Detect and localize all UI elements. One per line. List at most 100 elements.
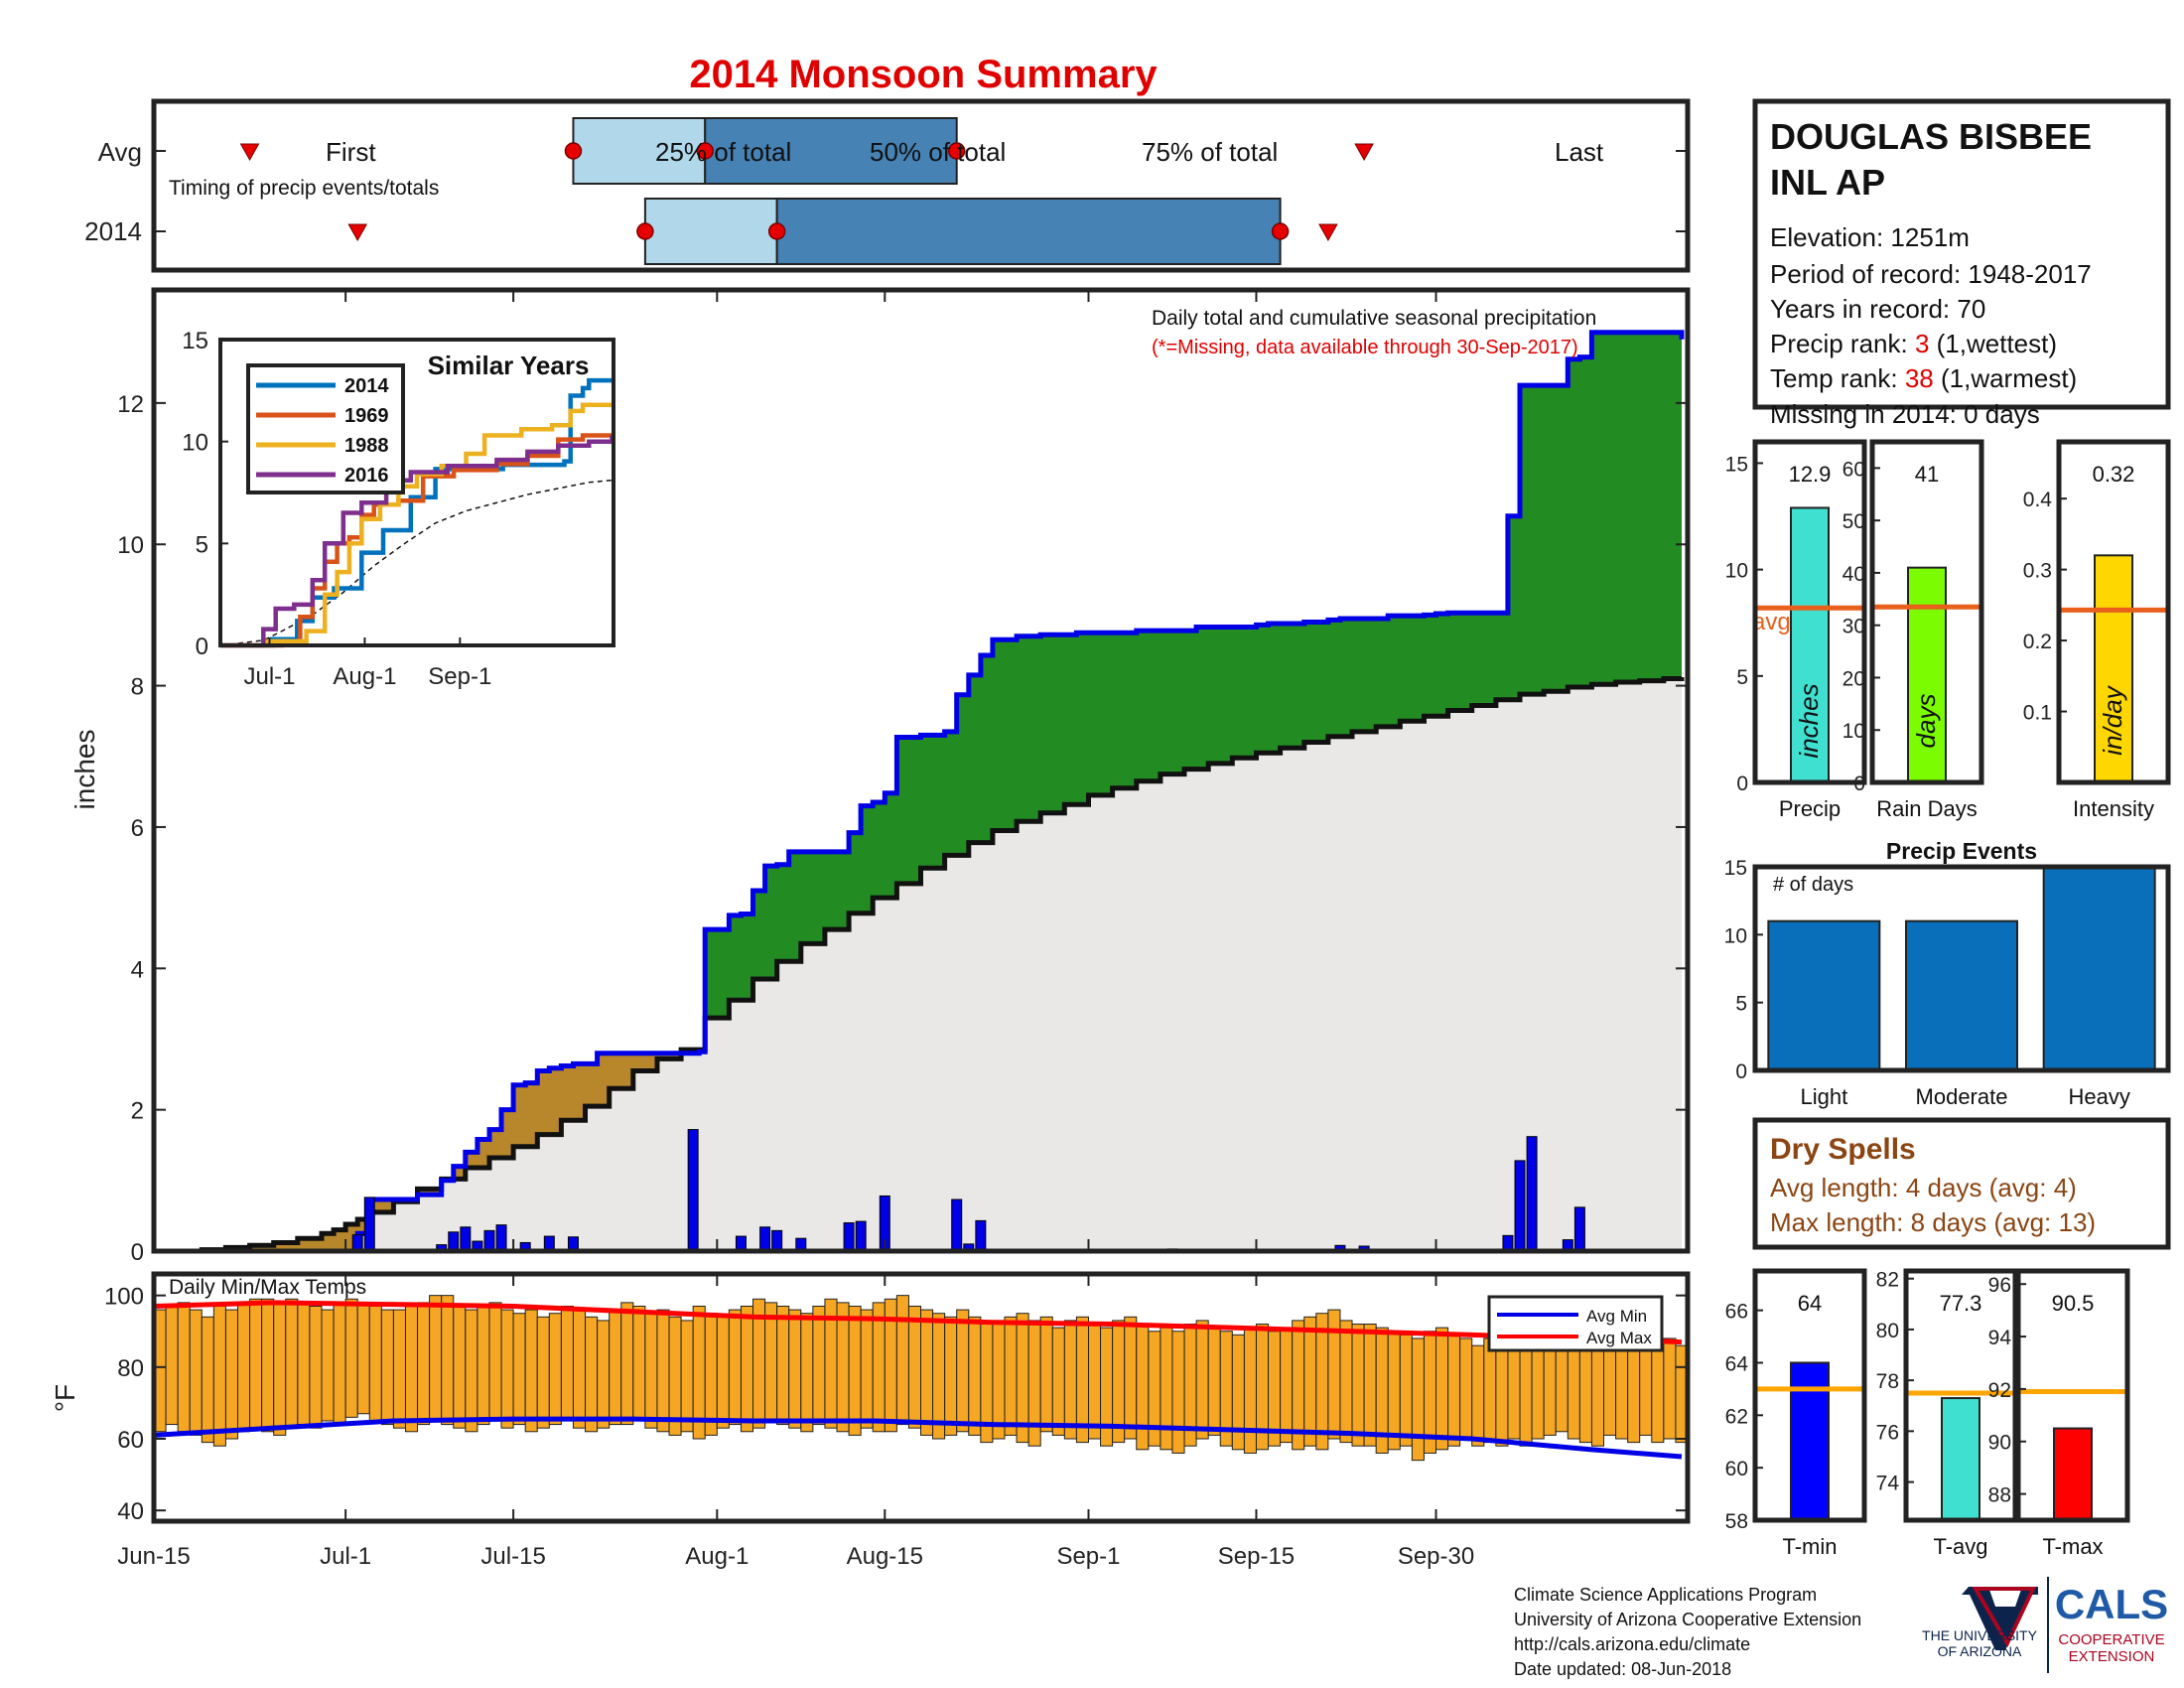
events-bar-Moderate — [1905, 919, 2018, 1072]
temp-bar-21 — [404, 1305, 419, 1433]
timing-avg-last-triangle — [1354, 143, 1374, 162]
precip-ytick-1-60: 60 — [1843, 458, 1865, 481]
inset-ytick-5: 5 — [196, 531, 208, 558]
temp-bar-16 — [344, 1298, 358, 1418]
temp-ytick-100: 100 — [104, 1284, 144, 1311]
temp-bar-88 — [1207, 1327, 1221, 1436]
temp-ytick-2-90: 90 — [1988, 1432, 2011, 1455]
temp-ytick-0-60: 60 — [1725, 1458, 1748, 1480]
temp-bar-66 — [944, 1316, 958, 1436]
station-info-box: DOUGLAS BISBEE INL AP Elevation: 1251m P… — [1752, 98, 2171, 429]
timing-year-first-triangle — [347, 223, 368, 242]
inset-xtick-Sep-1: Sep-1 — [428, 663, 491, 690]
precip-unit-2: in/day — [2098, 684, 2127, 755]
temp-bar-96 — [1303, 1316, 1317, 1447]
temp-ytick-0-66: 66 — [1725, 1301, 1748, 1324]
temp-bar-28 — [488, 1302, 502, 1422]
inset-legend-2016: 2016 — [344, 465, 389, 487]
temp-bar-0 — [1790, 1361, 1830, 1521]
daily-precip-bar-31 — [1573, 1206, 1585, 1252]
temp-bar-67 — [956, 1309, 970, 1433]
main-chart-frame — [151, 287, 1691, 1254]
figure-title: 2014 Monsoon Summary — [689, 53, 1158, 96]
precip-events-chart: Precip Events Light Moderate Heavy 0 5 10 15 #… — [1724, 838, 2171, 1109]
temp-bar-36 — [585, 1316, 599, 1433]
temp-bar-4 — [201, 1316, 214, 1444]
inset-line-2014 — [220, 377, 613, 648]
daily-precip-bar-22 — [975, 1219, 987, 1252]
temp-bar-60 — [872, 1302, 886, 1433]
temp-bar-105 — [1411, 1337, 1425, 1462]
timing-year-marker-0 — [636, 222, 654, 240]
temp-bar-55 — [812, 1305, 826, 1426]
temp-bar-48 — [728, 1309, 742, 1426]
temp-bar-76 — [1063, 1320, 1077, 1440]
precip-ytick-2-0.4: 0.4 — [2023, 489, 2053, 511]
xtick-Jul-1: Jul-1 — [320, 1543, 371, 1570]
temp-bar-44 — [680, 1320, 694, 1433]
events-bar-Light — [1767, 919, 1881, 1072]
temp-bar-116 — [1543, 1344, 1557, 1436]
temp-bar-1 — [165, 1305, 179, 1426]
avg-max-line — [153, 1300, 1683, 1345]
temp-bar-125 — [1651, 1341, 1665, 1444]
precip-ytick-1-40: 40 — [1843, 563, 1865, 586]
average-area — [154, 677, 1682, 1251]
station-precip-rank: Precip rank: 3 (1,wettest) — [1770, 329, 2057, 358]
temp-bar-78 — [1087, 1324, 1102, 1440]
temp-bar-111 — [1483, 1337, 1497, 1444]
inset-xtick-Jul-1: Jul-1 — [243, 663, 295, 690]
cumulative-2014-line — [154, 330, 1685, 1254]
temp-bar-34 — [560, 1305, 574, 1422]
temp-bar-40 — [632, 1305, 646, 1422]
timing-year-last-triangle — [1318, 223, 1338, 242]
inset-average-line — [219, 479, 613, 646]
precip-frame-0 — [1752, 439, 1867, 785]
xtick-Sep-1: Sep-1 — [1056, 1543, 1120, 1570]
xtick-Jun-15: Jun-15 — [117, 1543, 190, 1570]
precip-xlabel-1: Rain Days — [1876, 796, 1977, 821]
temp-bar-2 — [2053, 1427, 2093, 1522]
main-ytick-12: 12 — [117, 391, 144, 418]
similar-years-inset: 0 5 10 15 Jul-1 Aug-1 Sep-1 Similar Years 2014… — [182, 328, 615, 690]
temp-bar-100 — [1351, 1324, 1365, 1447]
precip-ytick-2-0.2: 0.2 — [2023, 631, 2052, 653]
daily-precip-bar-1 — [363, 1196, 375, 1252]
temp-ytick-2-92: 92 — [1988, 1379, 2011, 1402]
temp-bar-104 — [1399, 1334, 1413, 1447]
timing-year-marker-2 — [1271, 222, 1290, 240]
station-period: Period of record: 1948-2017 — [1770, 259, 2092, 289]
station-name-line1: DOUGLAS BISBEE — [1770, 116, 2092, 157]
dry-spells-max: Max length: 8 days (avg: 13) — [1770, 1207, 2096, 1237]
footer: Climate Science Applications Program Uni… — [1514, 1577, 2168, 1679]
precip-ytick-0-5: 5 — [1736, 666, 1748, 689]
temp-bar-19 — [380, 1309, 394, 1426]
temp-bar-9 — [261, 1298, 275, 1433]
ua-logo-line2: OF ARIZONA — [1938, 1643, 2022, 1659]
precip-value-2: 0.32 — [2093, 462, 2135, 487]
station-name-line2: INL AP — [1770, 162, 1885, 203]
temps-title: Daily Min/Max Temps — [169, 1276, 366, 1299]
main-ytick-2: 2 — [131, 1098, 144, 1125]
precip-ytick-1-10: 10 — [1843, 720, 1865, 743]
temp-bar-46 — [704, 1313, 718, 1436]
timing-row-avg-label: Avg — [98, 137, 142, 167]
timing-row-2014-label: 2014 — [84, 216, 142, 246]
precip-events-title: Precip Events — [1886, 838, 2037, 864]
timing-avg-q2-box — [704, 117, 958, 185]
timing-note: Timing of precip events/totals — [169, 177, 439, 200]
temp-bar-23 — [429, 1295, 443, 1422]
precip-xlabel-0: Precip — [1779, 796, 1841, 821]
temp-ytick-1-76: 76 — [1876, 1421, 1899, 1444]
temp-ytick-2-96: 96 — [1988, 1274, 2011, 1297]
daily-precip-bar-6 — [483, 1229, 495, 1252]
dry-spells-avg: Avg length: 4 days (avg: 4) — [1770, 1173, 2077, 1202]
daily-precip-bar-18 — [855, 1220, 867, 1252]
temp-bar-11 — [285, 1298, 299, 1429]
precip-ytick-1-20: 20 — [1843, 667, 1865, 690]
temperature-chart: 40 60 80 100 Daily Min/Max Temps °F Avg Min… — [50, 1271, 1691, 1525]
dry-spells-title: Dry Spells — [1770, 1133, 1916, 1166]
station-elevation: Elevation: 1251m — [1770, 222, 1970, 252]
precip-events-frame — [1752, 864, 2171, 1073]
inset-ytick-0: 0 — [196, 633, 208, 660]
